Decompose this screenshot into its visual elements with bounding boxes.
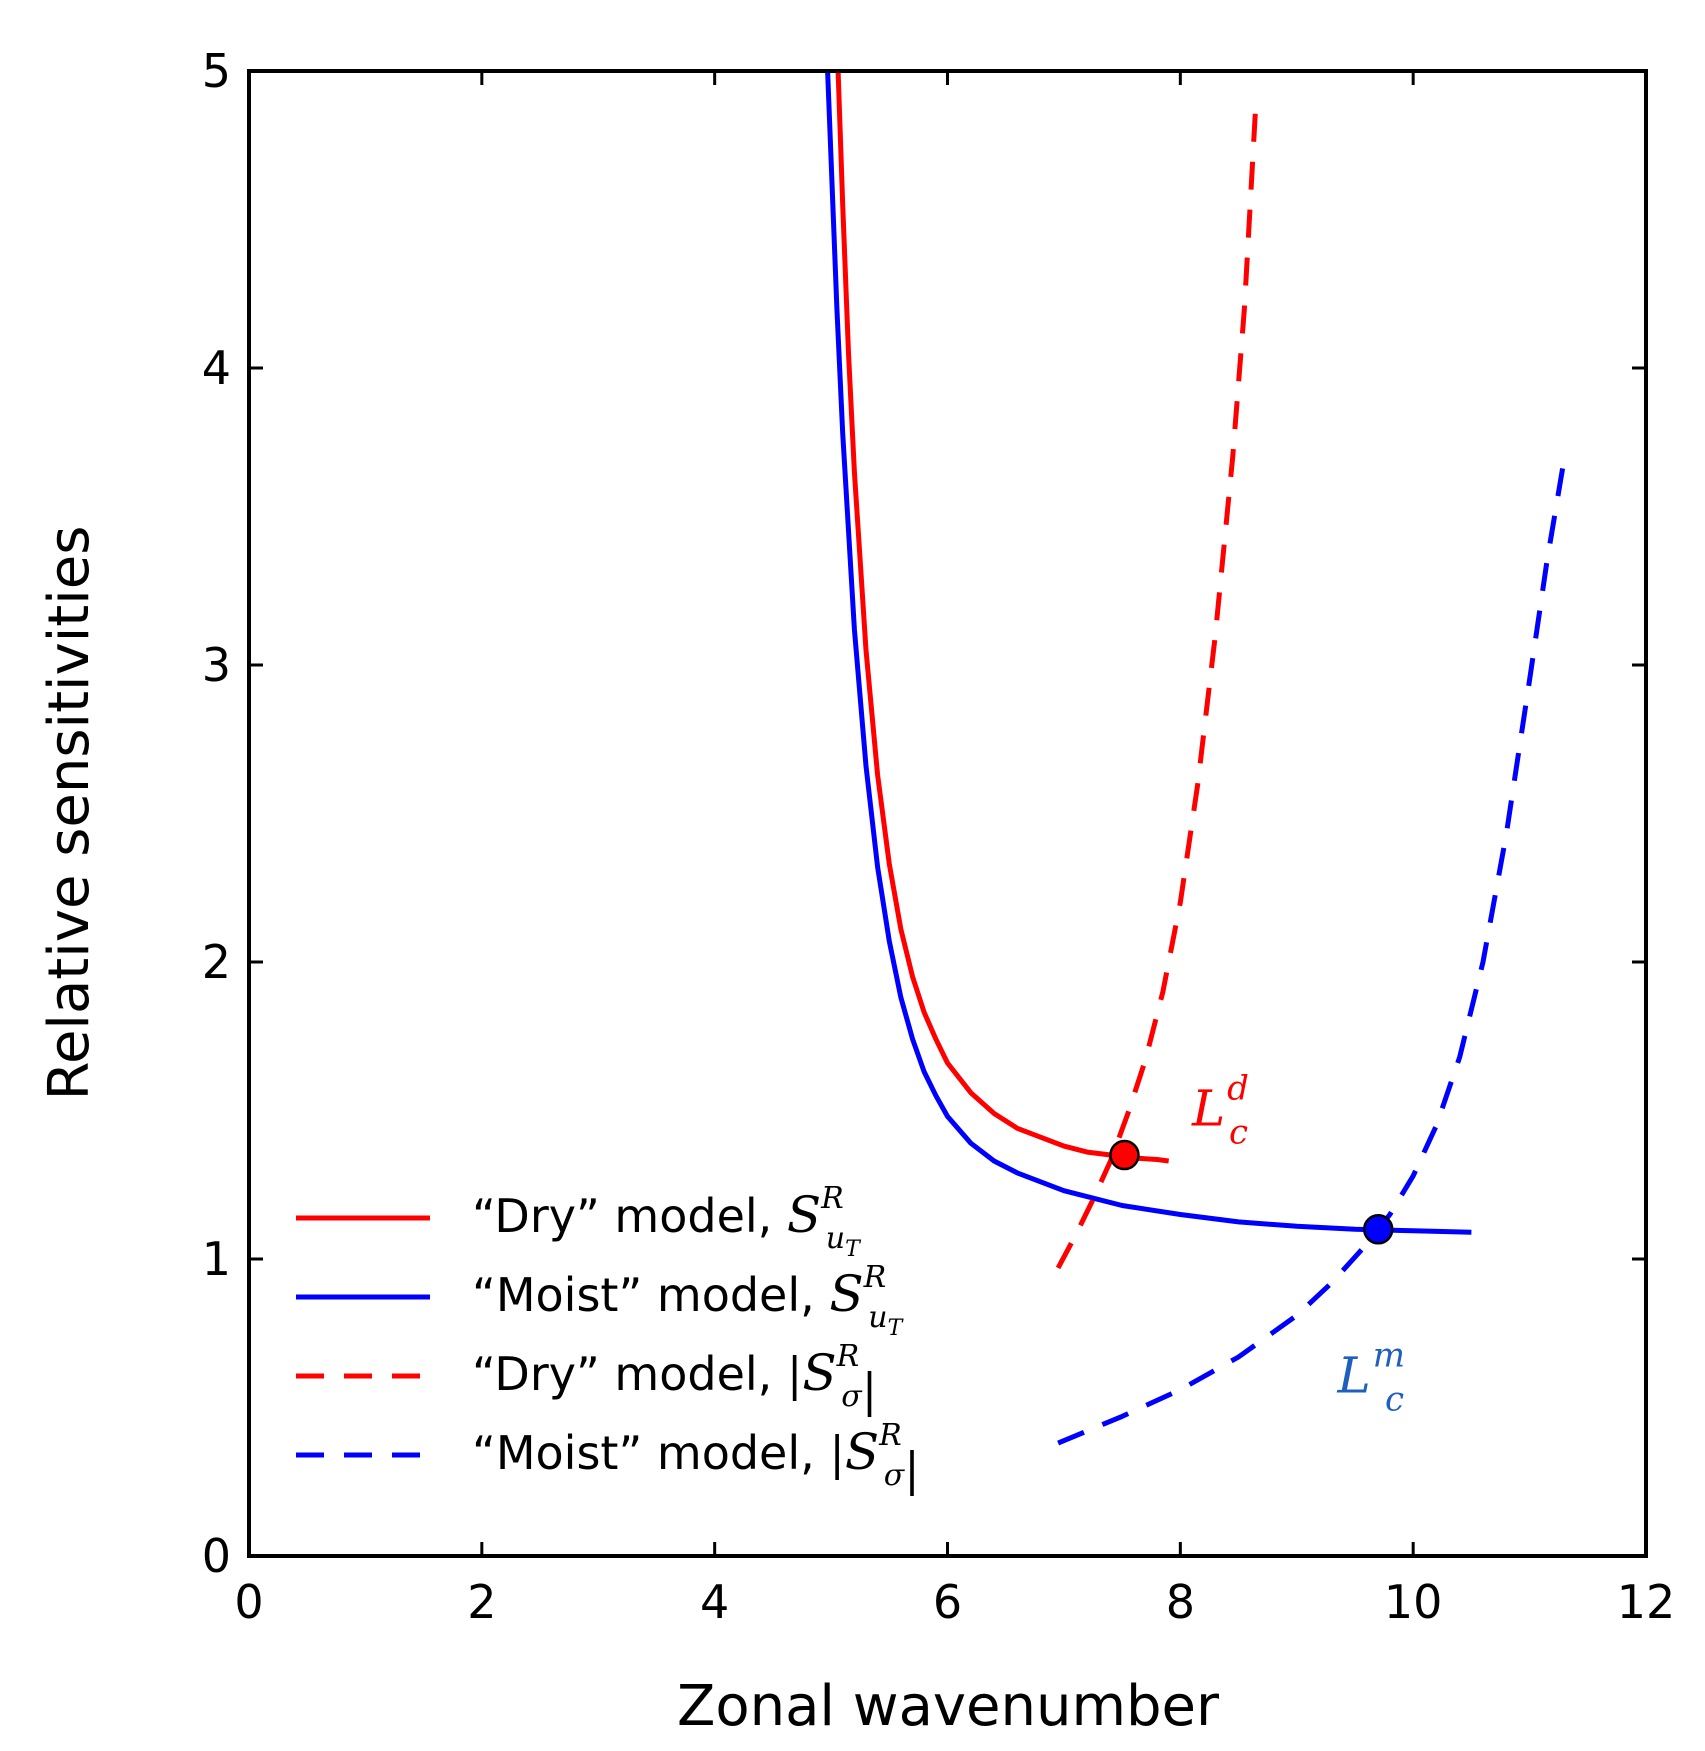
series-line-2	[825, 71, 1472, 1235]
series-line-3	[1055, 100, 1259, 1270]
x-tick-label: 10	[1384, 1575, 1443, 1629]
critical-length-label-2: Lm c	[1336, 1336, 1404, 1420]
series-layer	[825, 71, 1567, 1446]
x-tick-label: 0	[234, 1575, 263, 1629]
annotation-layer: Ld c Lm c	[1191, 1068, 1405, 1419]
legend-label-1: “Dry” model, SR uT	[472, 1181, 862, 1262]
plot-border	[247, 69, 1648, 1558]
y-axis-label: Relative sensitivities	[37, 526, 102, 1101]
x-tick-label: 2	[467, 1575, 496, 1629]
marker-layer	[1109, 1139, 1394, 1245]
x-axis-label: Zonal wavenumber	[677, 1674, 1220, 1739]
y-tick-label: 4	[202, 341, 231, 395]
critical-length-label-1: Ld c	[1191, 1068, 1249, 1152]
legend-label-3: “Dry” model, |SR σ|	[472, 1339, 877, 1417]
series-line-4	[1057, 456, 1567, 1446]
y-tick-label: 3	[202, 638, 231, 692]
legend: “Dry” model, SR uT“Moist” model, SR uT“Dry…	[296, 1181, 920, 1496]
legend-label-2: “Moist” model, SR uT	[472, 1260, 905, 1341]
y-tick-label: 2	[202, 935, 231, 989]
legend-label-4: “Moist” model, |SR σ|	[472, 1418, 920, 1496]
x-tick-label: 6	[933, 1575, 962, 1629]
plot-frame	[247, 69, 1648, 1558]
point-marker-2	[1362, 1214, 1394, 1245]
y-tick-label: 1	[202, 1232, 231, 1286]
y-tick-label: 5	[202, 44, 231, 98]
x-tick-label: 4	[700, 1575, 729, 1629]
series-line-1	[835, 71, 1170, 1164]
x-tick-label: 8	[1166, 1575, 1195, 1629]
y-tick-label: 0	[202, 1529, 231, 1583]
point-marker-1	[1109, 1139, 1140, 1171]
x-tick-label: 12	[1617, 1575, 1676, 1629]
